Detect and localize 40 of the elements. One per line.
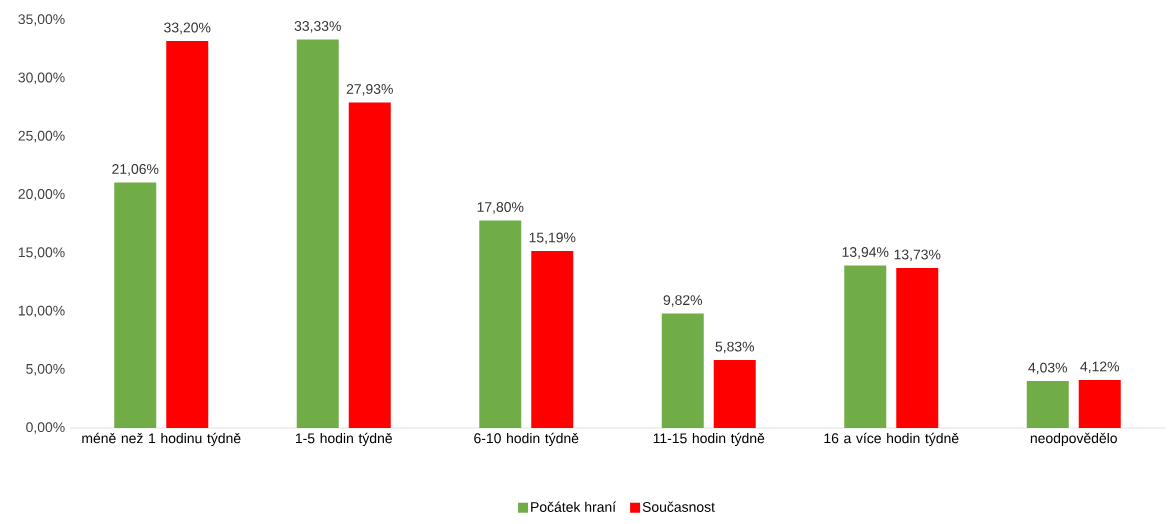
y-tick-label: 15,00% xyxy=(18,247,65,259)
bar xyxy=(531,250,574,428)
x-tick-label: 1-5 hodin týdně xyxy=(295,432,392,447)
bar xyxy=(348,102,391,428)
data-label: 27,93% xyxy=(346,84,393,96)
legend-label: Počátek hraní xyxy=(531,501,616,512)
x-tick-label: méně než 1 hodinu týdně xyxy=(82,432,241,447)
bar xyxy=(296,39,339,428)
data-label: 17,80% xyxy=(477,202,524,214)
legend-label: Současnost xyxy=(642,501,715,512)
y-tick-label: 20,00% xyxy=(18,189,65,201)
bar xyxy=(166,40,209,428)
data-label: 4,12% xyxy=(1080,361,1120,374)
bar xyxy=(844,265,887,428)
data-label: 33,20% xyxy=(164,22,211,35)
y-tick-label: 35,00% xyxy=(18,14,65,26)
data-label: 13,73% xyxy=(894,249,941,262)
data-label: 5,83% xyxy=(715,341,755,354)
data-label: 21,06% xyxy=(112,164,159,176)
y-tick-label: 30,00% xyxy=(18,72,65,85)
x-tick-label: neodpovědělo xyxy=(1030,432,1117,446)
bar xyxy=(713,360,756,428)
data-label: 33,33% xyxy=(294,21,341,33)
data-label: 15,19% xyxy=(529,232,576,245)
bar xyxy=(1026,381,1069,428)
y-tick-label: 10,00% xyxy=(18,305,65,318)
y-tick-label: 25,00% xyxy=(18,130,65,143)
bar xyxy=(479,220,522,428)
data-label: 4,03% xyxy=(1028,362,1068,375)
data-label: 9,82% xyxy=(663,295,703,307)
bar xyxy=(114,182,157,428)
x-tick-label: 11-15 hodin týdně xyxy=(653,432,765,447)
x-tick-label: 6-10 hodin týdně xyxy=(474,432,579,447)
bar xyxy=(1078,379,1121,428)
bar xyxy=(661,313,704,428)
bar xyxy=(896,267,939,428)
x-tick-label: 16 a více hodin týdně xyxy=(824,432,959,447)
data-label: 13,94% xyxy=(842,247,889,259)
y-tick-label: 5,00% xyxy=(26,363,65,376)
y-tick-label: 0,00% xyxy=(26,422,65,434)
